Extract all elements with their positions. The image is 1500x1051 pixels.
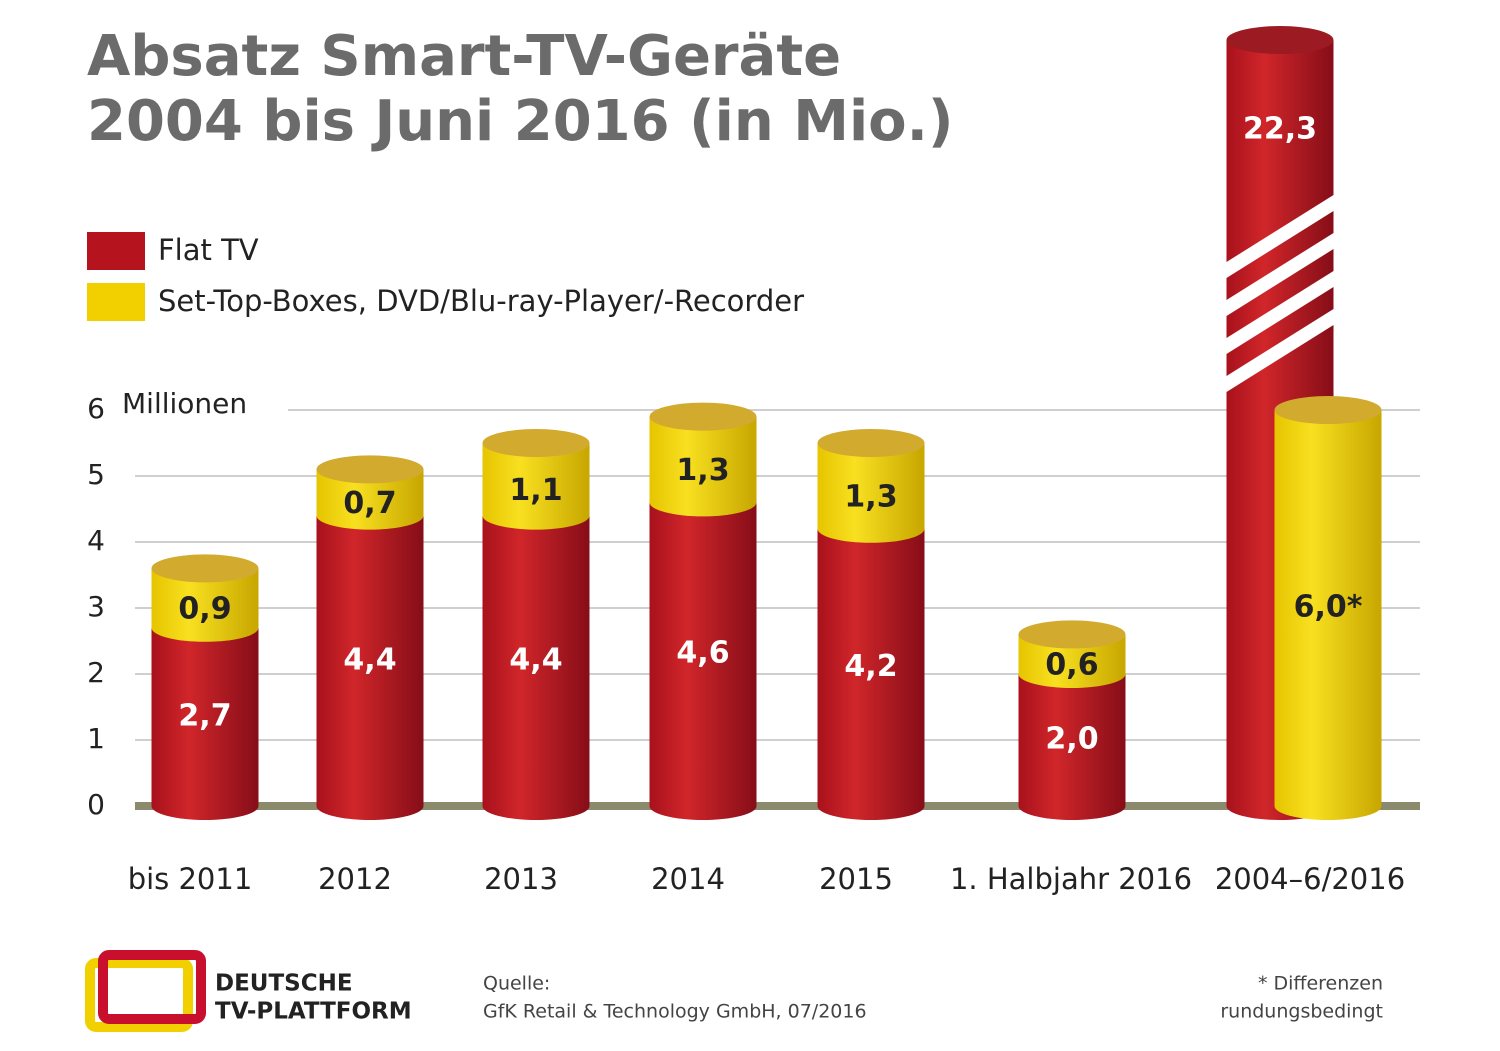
value-label: 4,2 (844, 649, 897, 684)
y-tick-label: 2 (87, 656, 105, 689)
bar (817, 528, 925, 806)
value-label: 4,4 (343, 642, 396, 677)
axis-break (1226, 195, 1334, 278)
axis-break (1226, 233, 1334, 316)
bar-bottom (1018, 660, 1126, 688)
legend-swatch (87, 283, 145, 321)
value-label: 2,7 (178, 698, 231, 733)
bar (482, 515, 590, 806)
x-tick-label: 2014 (651, 862, 725, 896)
x-tick-label: 2004–6/2016 (1215, 862, 1405, 896)
bar (316, 515, 424, 806)
y-tick-label: 5 (87, 458, 105, 491)
footnote: * Differenzen (1258, 973, 1383, 995)
bar-bottom (151, 613, 259, 642)
y-tick-label: 4 (87, 524, 105, 557)
value-label: 6,0* (1294, 590, 1363, 625)
chart-title: Absatz Smart-TV-Geräte (87, 24, 841, 89)
legend-label: Flat TV (158, 233, 259, 267)
bar-cap (649, 402, 757, 431)
bar-bottom (817, 514, 925, 543)
y-tick-label: 6 (87, 392, 105, 425)
bar-bottom (316, 792, 424, 820)
axis-break (1226, 271, 1334, 354)
bar-bottom (649, 488, 757, 517)
value-label: 0,6 (1045, 648, 1098, 683)
value-label: 1,3 (844, 479, 897, 514)
bar-bottom (649, 792, 757, 820)
chart-title: 2004 bis Juni 2016 (in Mio.) (87, 89, 954, 154)
bar-cap (151, 554, 259, 583)
source: Quelle: (483, 973, 550, 995)
axis-break (1226, 309, 1334, 392)
x-tick-label: 2013 (484, 862, 558, 896)
logo-frame (98, 950, 206, 1024)
value-label: 0,7 (343, 486, 396, 521)
x-tick-label: 2012 (318, 862, 392, 896)
bar-bottom (482, 501, 590, 530)
y-axis-label: Millionen (122, 387, 247, 420)
logo (85, 950, 206, 1032)
bar (1018, 674, 1126, 806)
bar-bottom (1018, 792, 1126, 820)
value-label: 1,1 (509, 473, 562, 508)
x-tick-label: 2015 (819, 862, 893, 896)
value-label: 4,4 (509, 642, 562, 677)
value-label: 1,3 (676, 453, 729, 488)
bar-bottom (1274, 792, 1382, 820)
source: GfK Retail & Technology GmbH, 07/2016 (483, 1001, 867, 1023)
y-tick-label: 3 (87, 590, 105, 623)
bar-bottom (316, 501, 424, 530)
bar (649, 502, 757, 806)
logo-text: TV-PLATTFORM (215, 999, 412, 1025)
y-tick-label: 0 (87, 788, 105, 821)
bar-bottom (817, 792, 925, 820)
y-tick-label: 1 (87, 722, 105, 755)
bar-cap (817, 429, 925, 457)
footnote: rundungsbedingt (1220, 1001, 1383, 1023)
value-label: 0,9 (178, 592, 231, 627)
bar-bottom (151, 792, 259, 820)
bar-cap (482, 429, 590, 457)
legend-swatch (87, 232, 145, 270)
bar (151, 627, 259, 806)
logo-text: DEUTSCHE (215, 971, 353, 997)
bar-cap (1018, 620, 1126, 649)
bar-cap (316, 455, 424, 484)
value-label: 2,0 (1045, 722, 1098, 757)
bar-cap (1226, 26, 1334, 54)
bar (817, 443, 925, 529)
bar-cap (1274, 396, 1382, 424)
value-label: 4,6 (676, 636, 729, 671)
logo-frame (85, 958, 193, 1032)
bar (1274, 410, 1382, 806)
legend-label: Set-Top-Boxes, DVD/Blu-ray-Player/-Recor… (158, 284, 804, 318)
value-label: 22,3 (1243, 112, 1317, 147)
bar (649, 416, 757, 503)
x-tick-label: 1. Halbjahr 2016 (950, 862, 1192, 896)
x-tick-label: bis 2011 (128, 862, 253, 896)
bar-bottom (482, 792, 590, 820)
